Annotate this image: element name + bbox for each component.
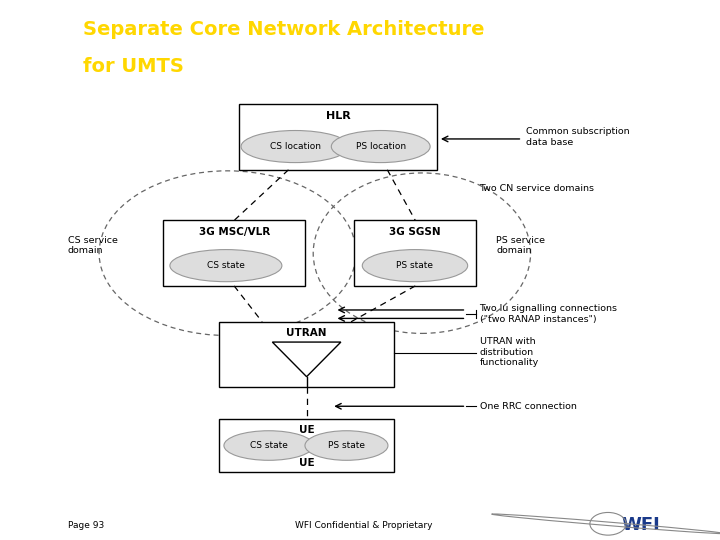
Bar [239,104,437,170]
Text: WFI: WFI [621,516,660,535]
Text: 3G MSC/VLR: 3G MSC/VLR [199,227,270,237]
Text: UTRAN: UTRAN [287,328,327,338]
Text: PS state: PS state [328,441,365,450]
Bar [163,220,305,286]
Ellipse shape [170,249,282,282]
Text: 3G SGSN: 3G SGSN [390,227,441,237]
Text: HLR: HLR [325,111,350,120]
Ellipse shape [362,249,468,282]
Text: PS service
domain: PS service domain [496,236,545,255]
Text: Separate Core Network Architecture: Separate Core Network Architecture [83,21,485,39]
Ellipse shape [305,431,388,460]
Text: CS location: CS location [269,142,320,151]
Text: PS state: PS state [397,261,433,270]
Text: CS state: CS state [250,441,288,450]
Text: CS service
domain: CS service domain [68,236,117,255]
Text: Two CN service domains: Two CN service domains [480,184,595,193]
Text: Page 93: Page 93 [68,521,104,530]
Text: CS state: CS state [207,261,245,270]
Text: Common subscription
data base: Common subscription data base [526,127,629,146]
Ellipse shape [241,131,349,163]
Text: WFI Confidential & Proprietary: WFI Confidential & Proprietary [295,521,433,530]
Text: for UMTS: for UMTS [83,57,184,76]
Text: PS location: PS location [356,142,406,151]
Text: Two Iu signalling connections
("two RANAP instances"): Two Iu signalling connections ("two RANA… [480,305,618,324]
Bar [220,322,394,387]
Text: One RRC connection: One RRC connection [480,402,577,411]
Bar [220,419,394,472]
Ellipse shape [224,431,313,460]
Text: UE: UE [299,426,315,435]
Bar [354,220,476,286]
Text: UE: UE [299,458,315,468]
Text: UTRAN with
distribution
functionality: UTRAN with distribution functionality [480,338,539,367]
Ellipse shape [331,131,430,163]
